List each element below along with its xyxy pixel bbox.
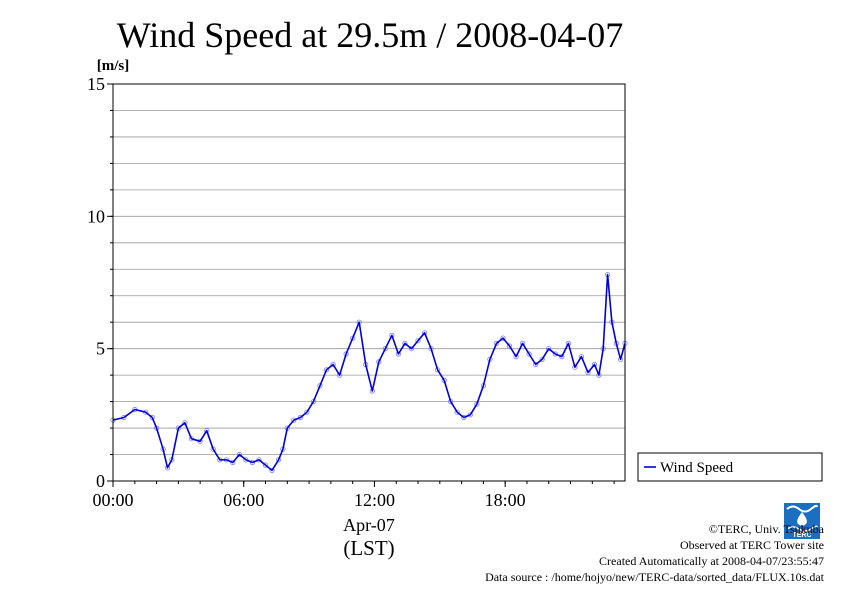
y-tick-label: 15 [87,74,105,94]
data-point [262,462,269,468]
data-point [249,459,255,466]
data-point [382,346,388,352]
data-point [421,330,428,336]
data-point [506,343,513,349]
data-point [519,340,526,346]
y-axis-unit-label: [m/s] [97,58,130,74]
data-point [461,414,467,421]
data-point [236,451,242,458]
chart-title: Wind Speed at 29.5m / 2008-04-07 [117,15,623,55]
data-point [585,369,591,376]
data-point [256,457,262,463]
y-tick-label: 0 [96,471,105,491]
data-point [493,340,500,346]
data-point [539,356,545,362]
legend: Wind Speed [637,452,823,482]
y-tick-label: 10 [87,206,105,226]
credits-block: ©TERC, Univ. Tsukuba Observed at TERC To… [485,521,824,585]
data-point [500,335,506,341]
legend-entry-wind-speed: Wind Speed [660,460,734,476]
x-axis-date-label: Apr-07 [343,515,395,535]
data-points [110,271,628,473]
data-point [552,351,558,357]
data-point [330,361,336,368]
series-line-wind-speed [112,273,626,472]
data-point [323,367,330,373]
data-point [230,459,236,466]
data-point [578,353,585,360]
data-point [591,361,598,368]
grid-lines [113,110,625,455]
x-tick-label: 12:00 [354,490,395,510]
data-point [149,414,155,421]
data-point [275,457,282,463]
data-point [533,361,539,368]
data-point [317,383,323,389]
y-tick-label: 5 [96,339,105,359]
data-point [454,409,460,415]
x-tick-label: 00:00 [92,490,133,510]
data-point [269,467,275,473]
x-axis-ticks: 00:00 06:00 12:00 18:00 [92,481,615,510]
y-axis-ticks: 0 5 10 15 [87,74,113,491]
data-point [182,420,188,426]
data-point [304,409,310,415]
data-source-text: Data source : /home/hojyo/new/TERC-data/… [485,570,824,584]
data-point [297,414,303,421]
logo-text: TERC [792,532,811,539]
x-tick-label: 06:00 [223,490,264,510]
copyright-text: ©TERC, Univ. Tsukuba [708,522,824,536]
data-point [513,353,519,360]
created-timestamp-text: Created Automatically at 2008-04-07/23:5… [599,554,824,568]
plot-frame [112,83,626,482]
data-point [526,351,532,357]
legend-box [637,452,823,482]
data-point [546,346,552,352]
data-point [310,398,316,405]
data-point [402,340,408,346]
observed-site-text: Observed at TERC Tower site [679,538,824,552]
x-tick-label: 18:00 [485,490,526,510]
data-point [559,353,565,360]
terc-logo: TERC [784,503,820,539]
data-point [415,338,421,344]
data-point [408,346,415,352]
data-point [243,457,249,463]
x-axis-zone-label: (LST) [343,536,394,560]
data-point [350,335,356,341]
data-point [467,412,473,418]
data-point [291,417,297,423]
